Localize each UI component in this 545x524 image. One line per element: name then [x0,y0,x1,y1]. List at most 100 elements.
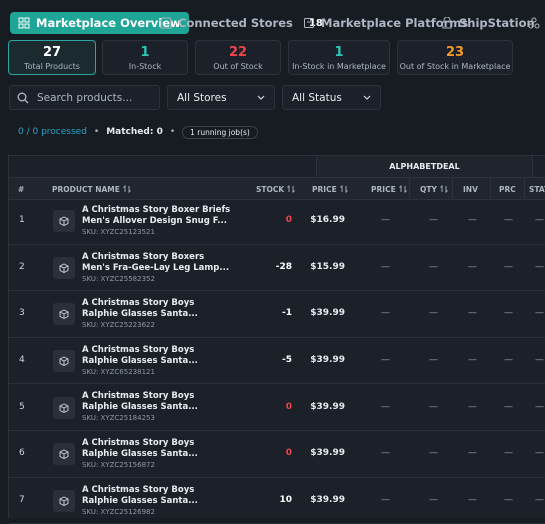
table-row[interactable]: 2 A Christmas Story Boxers Men's Fra-Gee-L… [9,245,545,292]
product-sku: SKU: XYZC25123521 [82,228,155,236]
tab-label: Marketplace Overview [36,16,181,30]
filter-select[interactable]: All Status [282,85,381,110]
empty-cell: — [468,308,477,319]
box-icon [59,216,69,227]
tab[interactable]: Marketplace Overview [10,12,189,34]
box-icon [59,403,69,413]
tab-label: ShipStation [459,16,535,30]
box-icon [59,356,69,367]
product-sku: SKU: XYZC25582352 [82,274,155,283]
platform-icon [304,18,314,28]
row-number: 1 [19,215,25,226]
product-name: A Christmas Story Boxer Briefs [82,205,231,215]
filter-select[interactable]: All Stores [167,85,275,110]
stock-value: 0 [285,215,292,226]
price-value: $15.99 [310,261,345,272]
stat-card[interactable]: 1 In-Stock in Marketplace [288,40,390,75]
empty-cell: — [535,308,544,319]
row-number: 5 [19,401,25,412]
chevron [363,95,371,100]
empty-cell: — [381,494,390,505]
product-name: A Christmas Story Boxers [82,251,205,262]
empty-cell: — [429,261,438,272]
stat-label: In-Stock in Marketplace [292,62,386,71]
column-title: PRODUCT NAME [52,185,120,194]
column-header [9,177,545,200]
empty-cell: — [504,308,513,319]
empty-cell: — [535,401,544,412]
empty-cell: — [468,215,477,226]
stock-value: 10 [279,494,292,505]
empty-cell: — [535,215,544,226]
empty-cell: — [504,494,513,505]
tab-count: 18 [308,17,323,29]
tab[interactable]: Marketplace Platforms [303,12,468,34]
table-row[interactable]: 5 A Christmas Story Boys Ralphie Glasses S… [9,384,545,431]
stat-value: 1 [334,45,344,60]
column-title: PRICE [371,185,396,194]
filter-label: All Stores [177,91,227,104]
empty-cell: — [381,401,390,412]
processed: 0 / 0 processed [18,127,87,137]
column-title: STOCK [256,185,285,194]
empty-cell: — [468,355,477,366]
box-icon [59,263,69,273]
more-icon[interactable] [528,17,540,29]
empty-cell: — [468,494,477,505]
empty-cell: — [429,215,438,226]
chevron [257,95,265,100]
product-thumb [53,443,75,466]
empty-cell: — [468,448,477,459]
column-title: # [18,185,25,194]
stock-value: -1 [282,308,292,319]
empty-cell: — [504,261,513,272]
table-row[interactable]: 6 A Christmas Story Boys Ralphie Glasses S… [9,431,545,478]
col-divider [409,177,410,198]
table-row[interactable]: 7 A Christmas Story Boys Ralphie Glasses S… [9,478,545,524]
row-number: 3 [19,308,25,319]
product-name: Ralphie Glasses Santa... [82,495,198,506]
table-row[interactable]: 1 A Christmas Story Boxer Briefs Men's All… [9,198,545,245]
price-value: $39.99 [310,401,345,412]
column-title: QTY [420,185,437,194]
empty-cell: — [381,215,390,226]
product-name: Ralphie Glasses Santa... [82,449,198,459]
product-thumb [53,489,75,512]
empty-cell: — [468,261,477,272]
stat-label: Total Products [24,62,80,71]
search-placeholder: Search products... [37,91,133,104]
empty-cell: — [468,401,477,412]
product-name: Men's Allover Design Snug F... [82,216,227,226]
empty-cell: — [535,355,544,366]
product-name: A Christmas Story Boys [82,298,195,309]
box-icon [59,309,69,320]
sort-icon[interactable] [440,185,448,193]
table-row[interactable]: 3 A Christmas Story Boys Ralphie Glasses S… [9,291,545,338]
product-sku: SKU: XYZC25126982 [82,507,155,516]
sort-icon[interactable] [123,185,131,193]
col-divider [452,177,453,198]
column-title: PRC [499,185,516,194]
sort-icon[interactable] [340,185,348,193]
sort-icon[interactable] [287,185,295,193]
tab[interactable]: Connected Stores 18 [160,12,323,34]
stat-card[interactable]: 22 Out of Stock [195,40,281,75]
tab[interactable]: ShipStation [441,12,535,34]
tab-label: Connected Stores [178,16,293,30]
product-thumb [53,396,75,419]
price-value: $16.99 [310,215,345,226]
stat-card[interactable]: 1 In-Stock [102,40,188,75]
stat-card[interactable]: 23 Out of Stock in Marketplace [397,40,513,75]
empty-cell: — [429,448,438,459]
sort-icon[interactable] [399,185,407,193]
stat-value: 1 [140,45,150,60]
search-box[interactable]: Search products... [9,85,160,110]
stat-card[interactable]: 27 Total Products [8,40,96,75]
product-thumb [53,303,75,326]
price-value: $39.99 [310,448,345,459]
empty-cell: — [504,401,513,412]
table-row[interactable]: 4 A Christmas Story Boys Ralphie Glasses S… [9,338,545,385]
filter-label: All Status [292,91,342,104]
